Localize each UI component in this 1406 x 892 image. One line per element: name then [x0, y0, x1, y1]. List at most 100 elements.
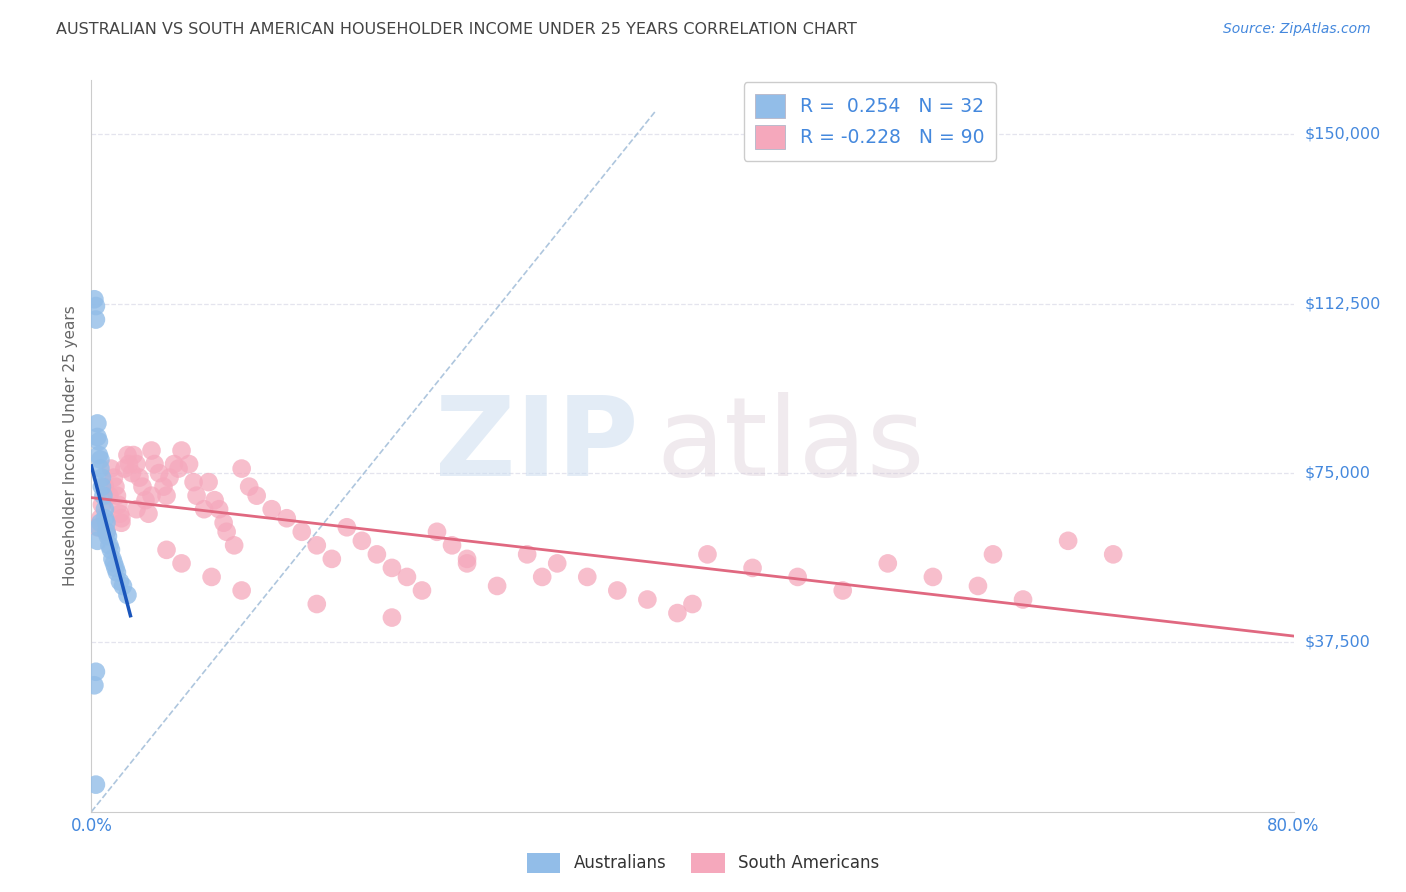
Point: [152, 480, 174, 494]
Point: [84, 299, 107, 313]
Point: [89, 452, 111, 467]
Point: [395, 570, 418, 584]
Point: [141, 443, 163, 458]
Point: [922, 570, 945, 584]
Text: $112,500: $112,500: [1305, 296, 1381, 311]
Point: [94, 480, 117, 494]
Point: [411, 583, 433, 598]
Point: [89, 511, 111, 525]
Point: [636, 592, 658, 607]
Point: [305, 538, 328, 552]
Point: [107, 498, 129, 512]
Point: [83, 678, 105, 692]
Point: [100, 461, 122, 475]
Point: [159, 470, 181, 484]
Point: [108, 574, 131, 589]
Point: [786, 570, 808, 584]
Point: [531, 570, 554, 584]
Point: [170, 557, 193, 571]
Point: [110, 516, 132, 530]
Point: [426, 524, 449, 539]
Point: [117, 448, 139, 462]
Point: [125, 502, 148, 516]
Point: [291, 524, 314, 539]
Text: $75,000: $75,000: [1305, 466, 1371, 481]
Point: [98, 538, 121, 552]
Point: [104, 561, 127, 575]
Point: [125, 457, 148, 471]
Point: [231, 583, 253, 598]
Point: [86, 533, 108, 548]
Point: [201, 570, 224, 584]
Point: [260, 502, 283, 516]
Point: [456, 552, 478, 566]
Point: [1057, 533, 1080, 548]
Point: [103, 557, 125, 571]
Point: [90, 480, 112, 494]
Point: [90, 470, 112, 484]
Point: [83, 292, 105, 306]
Point: [111, 579, 134, 593]
Point: [86, 417, 108, 431]
Point: [831, 583, 853, 598]
Point: [94, 502, 117, 516]
Point: [366, 547, 388, 561]
Point: [84, 778, 107, 792]
Point: [546, 557, 568, 571]
Point: [186, 489, 208, 503]
Point: [177, 457, 200, 471]
Point: [208, 502, 231, 516]
Point: [122, 448, 145, 462]
Point: [104, 480, 127, 494]
Point: [93, 489, 115, 503]
Point: [100, 542, 122, 557]
Point: [741, 561, 763, 575]
Point: [167, 461, 190, 475]
Point: [155, 489, 177, 503]
Text: $150,000: $150,000: [1305, 127, 1381, 142]
Point: [967, 579, 990, 593]
Point: [86, 430, 108, 444]
Point: [96, 516, 118, 530]
Point: [110, 511, 132, 525]
Text: $37,500: $37,500: [1305, 635, 1371, 650]
Point: [576, 570, 599, 584]
Point: [105, 566, 128, 580]
Point: [131, 480, 153, 494]
Point: [134, 493, 156, 508]
Point: [90, 498, 112, 512]
Point: [246, 489, 269, 503]
Point: [1102, 547, 1125, 561]
Point: [876, 557, 898, 571]
Point: [138, 507, 160, 521]
Point: [456, 557, 478, 571]
Point: [128, 470, 150, 484]
Point: [666, 606, 689, 620]
Point: [516, 547, 538, 561]
Point: [84, 665, 107, 679]
Point: [96, 524, 118, 539]
Point: [143, 457, 166, 471]
Point: [981, 547, 1004, 561]
Point: [98, 489, 121, 503]
Point: [197, 475, 219, 489]
Point: [193, 502, 215, 516]
Point: [117, 588, 139, 602]
Point: [183, 475, 205, 489]
Point: [96, 524, 118, 539]
Point: [336, 520, 359, 534]
Point: [163, 457, 186, 471]
Point: [350, 533, 373, 548]
Point: [486, 579, 509, 593]
Point: [170, 443, 193, 458]
Text: ZIP: ZIP: [434, 392, 638, 500]
Point: [89, 516, 111, 530]
Y-axis label: Householder Income Under 25 years: Householder Income Under 25 years: [63, 306, 79, 586]
Point: [101, 552, 124, 566]
Point: [215, 524, 238, 539]
Point: [105, 489, 128, 503]
Point: [224, 538, 246, 552]
Point: [84, 312, 107, 326]
Point: [86, 520, 108, 534]
Text: atlas: atlas: [657, 392, 925, 500]
